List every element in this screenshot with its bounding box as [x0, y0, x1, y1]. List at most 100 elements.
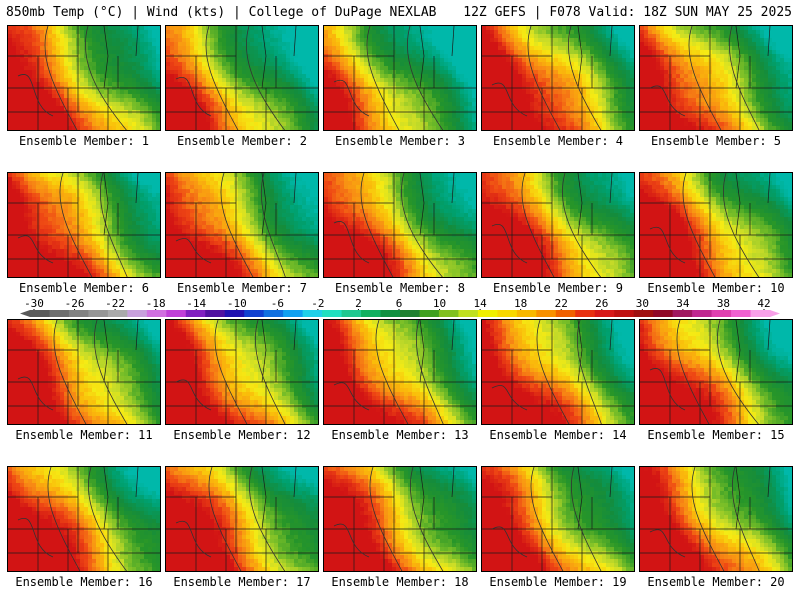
colorbar-swatch — [672, 310, 693, 317]
ensemble-member-map — [481, 25, 635, 131]
header-valid-time: 12Z GEFS | F078 Valid: 18Z SUN MAY 25 20… — [463, 5, 792, 20]
colorbar-tick-label: -2 — [311, 297, 324, 310]
ensemble-member-map — [639, 172, 793, 278]
ensemble-member-map — [165, 466, 319, 572]
colorbar-swatch — [185, 310, 206, 317]
ensemble-member-label: Ensemble Member: 6 — [5, 281, 163, 295]
colorbar-swatch — [88, 310, 109, 317]
colorbar-swatch — [400, 310, 420, 317]
colorbar-swatch — [555, 310, 576, 317]
ensemble-member-label: Ensemble Member: 11 — [5, 428, 163, 442]
ensemble-member-map — [481, 172, 635, 278]
colorbar-swatch — [127, 310, 148, 317]
ensemble-member-map — [323, 25, 477, 131]
ensemble-member-map — [7, 172, 161, 278]
colorbar-tick-label: 42 — [757, 297, 770, 310]
colorbar-swatch — [692, 310, 713, 317]
colorbar-tick-label: 2 — [355, 297, 362, 310]
colorbar-swatch — [68, 310, 89, 317]
colorbar-tick-label: 30 — [636, 297, 649, 310]
ensemble-member-map — [639, 466, 793, 572]
ensemble-member-label: Ensemble Member: 8 — [321, 281, 479, 295]
colorbar-swatch — [341, 310, 362, 317]
ensemble-member-map — [323, 172, 477, 278]
colorbar-swatch — [497, 310, 518, 317]
ensemble-member-map — [481, 466, 635, 572]
ensemble-member-label: Ensemble Member: 5 — [637, 134, 795, 148]
colorbar-tick-label: 26 — [595, 297, 608, 310]
header-title: 850mb Temp (°C) | Wind (kts) | College o… — [6, 5, 436, 20]
colorbar-tick-label: 22 — [555, 297, 568, 310]
colorbar-swatch — [731, 310, 752, 317]
temperature-colorbar: -30 -26 -22 -18 -14 -10 -6 -2 2 6 10 14 18 22 26 30 34 38… — [20, 297, 780, 317]
colorbar-swatch — [711, 310, 732, 317]
colorbar-swatch — [575, 310, 596, 317]
colorbar-tick-label: 34 — [676, 297, 690, 310]
colorbar-left-arrow — [20, 310, 30, 317]
ensemble-member-label: Ensemble Member: 13 — [321, 428, 479, 442]
colorbar-swatch — [107, 310, 128, 317]
ensemble-member-label: Ensemble Member: 18 — [321, 575, 479, 589]
ensemble-member-label: Ensemble Member: 3 — [321, 134, 479, 148]
colorbar-swatch — [224, 310, 245, 317]
colorbar-swatch — [594, 310, 615, 317]
colorbar-swatch — [283, 310, 304, 317]
ensemble-member-map — [7, 466, 161, 572]
colorbar-swatch — [516, 310, 537, 317]
ensemble-member-label: Ensemble Member: 19 — [479, 575, 637, 589]
colorbar-swatch — [146, 310, 167, 317]
ensemble-member-map — [165, 25, 319, 131]
colorbar-tick-label: -30 — [24, 297, 44, 310]
colorbar-swatch — [458, 310, 479, 317]
colorbar-swatch — [614, 310, 635, 317]
ensemble-member-label: Ensemble Member: 4 — [479, 134, 637, 148]
ensemble-member-map — [7, 25, 161, 131]
colorbar-swatch — [419, 310, 440, 317]
ensemble-member-label: Ensemble Member: 12 — [163, 428, 321, 442]
ensemble-member-map — [639, 319, 793, 425]
colorbar-swatch — [322, 310, 343, 317]
ensemble-member-label: Ensemble Member: 7 — [163, 281, 321, 295]
ensemble-member-map — [165, 319, 319, 425]
colorbar-tick-label: 38 — [717, 297, 730, 310]
ensemble-member-label: Ensemble Member: 14 — [479, 428, 637, 442]
colorbar-tick-label: 10 — [433, 297, 446, 310]
ensemble-member-map — [323, 319, 477, 425]
colorbar-tick-label: 18 — [514, 297, 527, 310]
colorbar-tick-label: -18 — [146, 297, 166, 310]
colorbar-swatch — [750, 310, 771, 317]
colorbar-swatch — [166, 310, 187, 317]
colorbar-swatch — [653, 310, 674, 317]
ensemble-member-label: Ensemble Member: 9 — [479, 281, 637, 295]
colorbar-swatch — [49, 310, 70, 317]
ensemble-member-map — [7, 319, 161, 425]
ensemble-member-label: Ensemble Member: 20 — [637, 575, 795, 589]
ensemble-member-map — [165, 172, 319, 278]
colorbar-tick-label: -6 — [271, 297, 284, 310]
ensemble-member-label: Ensemble Member: 2 — [163, 134, 321, 148]
colorbar-tick-label: -22 — [105, 297, 125, 310]
colorbar-swatch — [477, 310, 498, 317]
colorbar-swatch — [361, 310, 382, 317]
colorbar-swatch — [30, 310, 50, 317]
ensemble-member-label: Ensemble Member: 15 — [637, 428, 795, 442]
ensemble-member-label: Ensemble Member: 10 — [637, 281, 795, 295]
colorbar-tick-label: 6 — [396, 297, 403, 310]
ensemble-member-map — [323, 466, 477, 572]
ensemble-member-map — [481, 319, 635, 425]
ensemble-member-map — [639, 25, 793, 131]
colorbar-swatch — [205, 310, 226, 317]
colorbar-swatch — [244, 310, 265, 317]
colorbar-tick-label: -10 — [227, 297, 247, 310]
colorbar-tick-label: -26 — [65, 297, 85, 310]
colorbar-swatch — [438, 310, 459, 317]
colorbar-right-arrow — [770, 310, 780, 317]
colorbar-swatch — [302, 310, 323, 317]
colorbar-tick-label: 14 — [473, 297, 487, 310]
ensemble-member-label: Ensemble Member: 16 — [5, 575, 163, 589]
colorbar-swatch — [380, 310, 401, 317]
colorbar-tick-label: -14 — [186, 297, 206, 310]
colorbar-swatch — [263, 310, 284, 317]
ensemble-member-label: Ensemble Member: 17 — [163, 575, 321, 589]
colorbar-swatch — [633, 310, 654, 317]
